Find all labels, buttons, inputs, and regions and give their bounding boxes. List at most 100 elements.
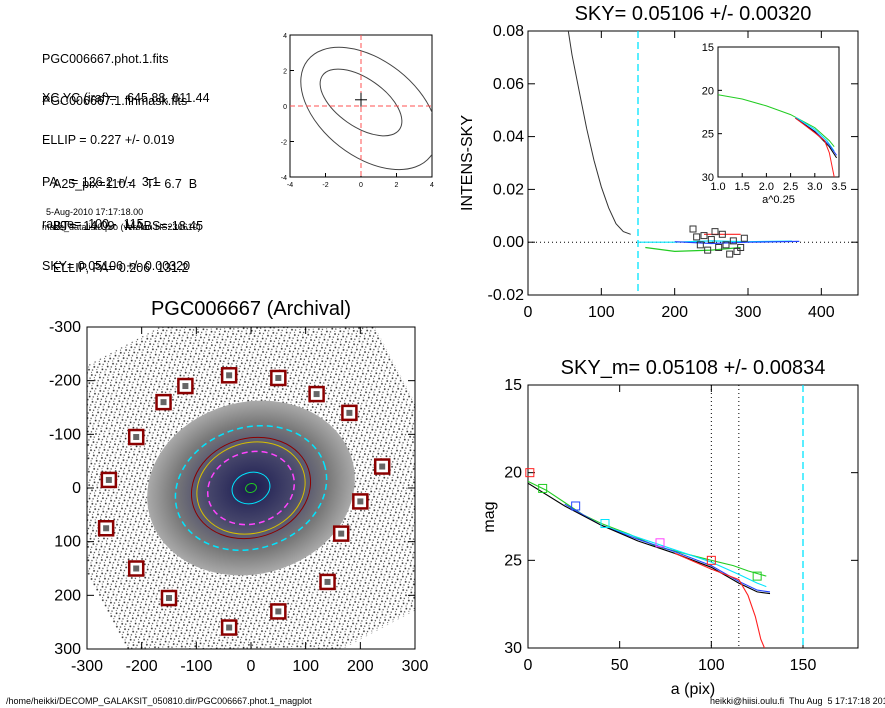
contour-lines bbox=[300, 46, 432, 171]
inset-frame bbox=[717, 46, 840, 178]
aperture-ellipse-3 bbox=[206, 450, 296, 526]
y-tick-label: 100 bbox=[54, 534, 81, 551]
sky-square-marker bbox=[715, 243, 723, 251]
y-tick-label: 25 bbox=[504, 552, 522, 569]
contour-x-label: -4 bbox=[287, 182, 293, 189]
y-tick-label: -300 bbox=[49, 319, 81, 336]
sky-square-marker bbox=[737, 243, 745, 251]
x-tick-label: 100 bbox=[698, 657, 725, 674]
image-content bbox=[87, 327, 415, 649]
sky-series bbox=[567, 31, 800, 258]
info-block-3: A25_pix=110.4 T= 6.7 B BT= 14.09 MABS=-1… bbox=[53, 149, 203, 289]
info-program: make_datalist0.pro (version HS230610) bbox=[42, 222, 201, 232]
y-tick-label: 300 bbox=[54, 641, 81, 658]
info-ellip-pa: ELLIP, PA= 0.206 131.2 bbox=[53, 261, 189, 275]
mask-core-11 bbox=[133, 565, 140, 572]
info-date: 5-Aug-2010 17:17:18.00 bbox=[46, 207, 144, 217]
mask-core-10 bbox=[357, 498, 364, 505]
contour-y-label: -2 bbox=[281, 140, 287, 147]
sky-square-marker bbox=[729, 237, 737, 245]
info-a25: A25_pix=110.4 T= 6.7 B bbox=[53, 177, 198, 191]
sky-square-marker bbox=[740, 234, 748, 242]
sky-title: SKY= 0.05106 +/- 0.00320 bbox=[575, 3, 812, 25]
sky-flat-series-1 bbox=[674, 240, 800, 245]
x-tick-label: 0 bbox=[524, 657, 533, 674]
mag-marker-0 bbox=[525, 468, 535, 478]
y-tick-label: 0.02 bbox=[493, 181, 524, 198]
info-sky: SKY= 0.05106 +/- 0.00320 bbox=[42, 259, 191, 273]
x-tick-label: 0 bbox=[524, 304, 533, 321]
contour-outer bbox=[300, 46, 432, 171]
sky-square-marker bbox=[693, 233, 701, 241]
sky-ylabel: INTENS-SKY bbox=[459, 115, 476, 211]
mag-series-3 bbox=[528, 482, 771, 595]
x-tick-label: -100 bbox=[180, 658, 212, 675]
info-block-1: PGC006667.phot.1.fits PGC006667.1.finmas… bbox=[42, 24, 187, 122]
y-tick-label: 0.00 bbox=[493, 234, 524, 251]
mask-core-12 bbox=[338, 530, 345, 537]
mask-core-15 bbox=[226, 624, 233, 631]
x-tick-label: 300 bbox=[735, 304, 762, 321]
mag-series-1 bbox=[601, 524, 767, 588]
footer-user: heikki@hiisi.oulu.fi Thu Aug 5 17:17:18 … bbox=[710, 696, 885, 706]
x-tick-label: 150 bbox=[790, 657, 817, 674]
aperture-ellipse-4 bbox=[231, 471, 271, 505]
mag-marker-2 bbox=[571, 501, 581, 511]
mask-core-1 bbox=[275, 374, 282, 381]
contour-x-label: 0 bbox=[359, 182, 363, 189]
mask-core-16 bbox=[275, 608, 282, 615]
inset-xlabel: a^0.25 bbox=[762, 194, 795, 206]
mask-core-5 bbox=[133, 434, 140, 441]
info-file-2: PGC006667.1.finmask.fits bbox=[42, 94, 188, 108]
y-tick-label: -100 bbox=[49, 426, 81, 443]
sky-square-marker bbox=[707, 236, 715, 244]
mag-series bbox=[528, 480, 771, 648]
inset-x-label: 1.5 bbox=[735, 181, 750, 193]
sky-profile bbox=[567, 31, 631, 235]
sky-square-marker bbox=[722, 241, 730, 249]
mask-core-7 bbox=[105, 476, 112, 483]
mag-marker-1 bbox=[538, 483, 548, 493]
inset-y-label: 30 bbox=[702, 172, 714, 184]
sky-flat-series-2 bbox=[645, 246, 741, 253]
inset-series-4 bbox=[795, 117, 835, 177]
mask-core-9 bbox=[103, 525, 110, 532]
aperture-ellipse-0 bbox=[174, 424, 328, 552]
mag-marker-3 bbox=[600, 519, 610, 529]
sky-square-marker bbox=[718, 230, 726, 238]
sky-square-marker bbox=[711, 228, 719, 236]
y-tick-label: 20 bbox=[504, 465, 522, 482]
x-tick-label: 100 bbox=[588, 304, 615, 321]
x-tick-label: -200 bbox=[126, 658, 158, 675]
mask-core-8 bbox=[379, 463, 386, 470]
mag-series-0 bbox=[528, 480, 767, 577]
y-tick-label: 30 bbox=[504, 640, 522, 657]
info-pa: PA = 126.2 +/- 3.1 bbox=[42, 175, 160, 189]
contour-y-label: 2 bbox=[283, 69, 287, 76]
contour-y-label: -4 bbox=[281, 175, 287, 182]
galaxy-body bbox=[147, 400, 355, 576]
inset-y-label: 25 bbox=[702, 129, 714, 141]
mask-core-14 bbox=[324, 578, 331, 585]
y-tick-label: 0.04 bbox=[493, 129, 524, 146]
inset-series bbox=[718, 94, 838, 177]
info-block-2: XC,YC (iraf)= 645.88, 811.44 ELLIP = 0.2… bbox=[42, 63, 210, 287]
footer-path: /home/heikki/DECOMP_GALAKSIT_050810.dir/… bbox=[6, 696, 312, 706]
mask-core-0 bbox=[226, 372, 233, 379]
inset-y-label: 20 bbox=[702, 85, 714, 97]
sky-square-marker bbox=[726, 250, 734, 258]
info-file-1: PGC006667.phot.1.fits bbox=[42, 52, 169, 66]
mag-marker-6 bbox=[752, 571, 762, 581]
x-tick-label: 200 bbox=[347, 658, 374, 675]
info-range: range= 100.- 115. bbox=[42, 217, 148, 231]
inset-x-label: 3.5 bbox=[831, 181, 846, 193]
sky-square-marker bbox=[700, 232, 708, 240]
image-title: PGC006667 (Archival) bbox=[151, 298, 351, 320]
contour-x-label: 2 bbox=[395, 182, 399, 189]
mag-marker-5 bbox=[706, 555, 716, 565]
info-bt: BT= 14.09 MABS=-18.45 bbox=[53, 219, 204, 233]
contour-y-label: 4 bbox=[283, 33, 287, 40]
mask-core-13 bbox=[166, 595, 172, 602]
x-tick-label: 300 bbox=[402, 658, 429, 675]
